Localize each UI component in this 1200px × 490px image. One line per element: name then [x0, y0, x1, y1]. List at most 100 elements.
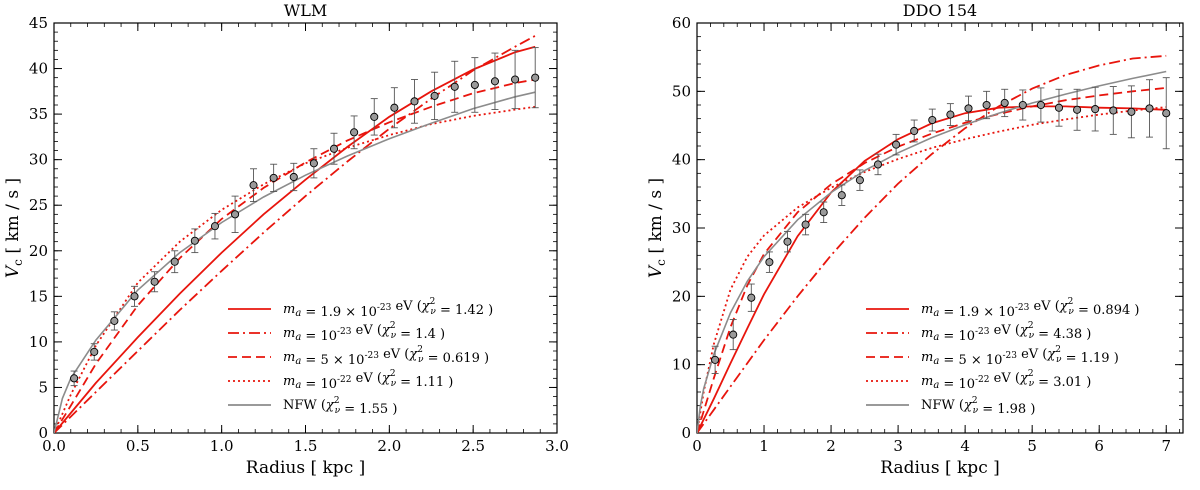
data-point — [873, 160, 883, 169]
x-tick-label: 0 — [692, 437, 702, 455]
data-point — [855, 176, 864, 185]
data-point — [964, 104, 973, 113]
data-point — [289, 172, 298, 182]
data-point — [837, 191, 846, 200]
legend: ma = 1.9 × 10-23 eV (χ2 ν = 1.42 )ma = 10… — [228, 297, 493, 417]
data-point — [170, 257, 179, 266]
y-axis-label: Vc [ km / s ] — [646, 178, 668, 278]
series-line — [54, 91, 536, 433]
x-tick-label: 2 — [826, 437, 836, 455]
data-point — [110, 316, 119, 325]
legend: ma = 1.9 × 10-23 eV (χ2 ν = 0.894 )ma = 1… — [866, 297, 1139, 417]
series-line — [697, 70, 1167, 433]
y-tick-label: 5 — [38, 378, 48, 396]
x-tick-label: 2.5 — [461, 437, 485, 455]
data-point — [511, 75, 520, 84]
y-tick-label: 45 — [29, 14, 48, 32]
legend-label: ma = 10-22 eV (χ2 ν = 1.11 ) — [283, 369, 453, 392]
data-point — [470, 80, 479, 90]
x-tick-label: 3.0 — [545, 437, 569, 455]
y-tick-label: 15 — [29, 287, 48, 305]
data-point — [1036, 100, 1045, 110]
data-point — [910, 126, 919, 136]
data-point — [801, 220, 810, 229]
data-point — [269, 173, 278, 182]
series-line — [54, 105, 536, 433]
legend-label: ma = 5 × 10-23 eV (χ2 ν = 0.619 ) — [283, 345, 489, 368]
legend-label: ma = 10-23 eV (χ2 ν = 1.4 ) — [283, 321, 445, 344]
data-point — [410, 97, 419, 106]
data-point — [190, 236, 199, 245]
x-tick-label: 5 — [1027, 437, 1037, 455]
observed-data — [711, 77, 1171, 374]
y-tick-label: 60 — [672, 14, 691, 32]
data-point — [90, 347, 99, 356]
series-line — [697, 54, 1167, 433]
data-point — [350, 128, 359, 137]
plot-frame — [53, 22, 558, 434]
chart-title: DDO 154 — [903, 1, 977, 20]
x-tick-label: 1.0 — [210, 437, 234, 455]
data-point — [1073, 105, 1082, 114]
y-tick-label: 10 — [29, 333, 48, 351]
legend-label: NFW (χ2 ν = 1.55 ) — [283, 396, 397, 417]
y-tick-label: 40 — [29, 60, 48, 78]
y-tick-label: 30 — [29, 151, 48, 169]
y-tick-label: 0 — [38, 424, 48, 442]
data-point — [711, 355, 720, 364]
data-point — [819, 208, 828, 217]
series-line — [54, 45, 536, 433]
legend-label: ma = 10-23 eV (χ2 ν = 4.38 ) — [921, 321, 1091, 344]
y-tick-label: 35 — [29, 105, 48, 123]
data-point — [747, 293, 756, 302]
data-point — [765, 258, 774, 267]
data-point — [1018, 100, 1027, 110]
series-line — [697, 106, 1167, 433]
y-tick-label: 30 — [672, 219, 691, 237]
data-point — [1145, 104, 1154, 113]
x-axis-label: Radius [ kpc ] — [246, 458, 366, 478]
data-point — [249, 181, 258, 190]
data-point — [1127, 107, 1136, 116]
chart-title: WLM — [284, 1, 327, 20]
y-tick-label: 25 — [29, 196, 48, 214]
x-tick-label: 6 — [1094, 437, 1104, 455]
x-tick-label: 0.0 — [42, 437, 66, 455]
data-point — [1054, 103, 1064, 112]
data-point — [329, 144, 339, 153]
data-point — [150, 277, 159, 286]
observed-data — [70, 47, 540, 387]
data-point — [450, 82, 459, 91]
y-tick-label: 0 — [681, 424, 691, 442]
data-point — [130, 292, 139, 301]
data-point — [928, 115, 937, 125]
data-point — [982, 100, 991, 110]
legend-label: ma = 1.9 × 10-23 eV (χ2 ν = 0.894 ) — [921, 297, 1139, 320]
legend-label: ma = 10-22 eV (χ2 ν = 3.01 ) — [921, 369, 1091, 392]
y-tick-label: 10 — [672, 356, 691, 374]
series-line — [54, 35, 536, 433]
x-tick-label: 3 — [893, 437, 903, 455]
data-point — [946, 110, 955, 119]
data-point — [490, 77, 500, 86]
data-point — [231, 210, 240, 219]
data-point — [70, 374, 79, 383]
data-point — [1162, 109, 1171, 118]
legend-label: NFW (χ2 ν = 1.98 ) — [921, 396, 1035, 417]
x-tick-label: 7 — [1161, 437, 1171, 455]
data-point — [1000, 98, 1009, 107]
data-point — [531, 73, 540, 82]
data-point — [783, 237, 792, 246]
data-point — [309, 159, 318, 168]
x-tick-label: 2.0 — [377, 437, 401, 455]
data-point — [390, 103, 399, 112]
chart-panel-wlm: WLM 0.0 0.5 1.0 1.5 2.0 2.5 3.0 0 5 10 15 20 25 30 35 40… — [3, 1, 569, 478]
series-line — [54, 78, 536, 433]
chart-panel-ddo154: DDO 154 0 1 2 3 4 5 6 7 0 10 20 30 40 50 60 Radius [ kpc… — [646, 1, 1184, 478]
x-axis-label: Radius [ kpc ] — [880, 458, 1000, 478]
data-point — [1091, 105, 1100, 114]
data-point — [892, 140, 901, 149]
x-tick-label: 1 — [759, 437, 769, 455]
